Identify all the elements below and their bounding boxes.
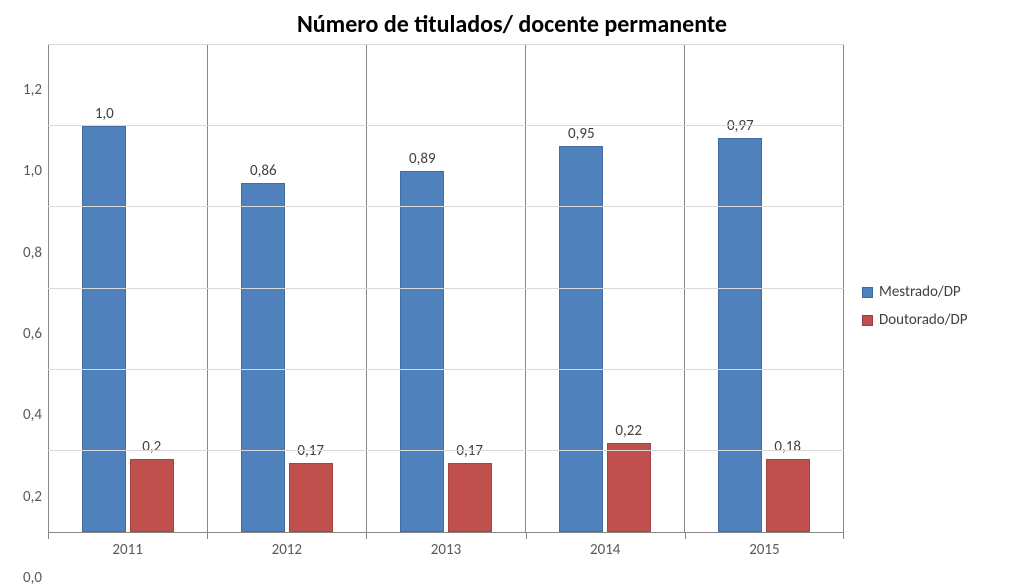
bar-value-label: 0,97: [719, 117, 761, 139]
x-tick-label: 2015: [685, 533, 844, 567]
bar-group: 0,970,18: [684, 45, 844, 532]
bar-groups: 1,00,20,860,170,890,170,950,220,970,18: [48, 45, 844, 532]
bar-value-label: 0,89: [401, 150, 443, 172]
bar-value-label: 0,86: [242, 162, 284, 184]
y-tick-label: 0,0: [23, 569, 42, 587]
bar: 1,0: [82, 126, 126, 532]
bar: 0,95: [559, 146, 603, 532]
grid-line: [48, 288, 844, 289]
bar-value-label: 0,17: [449, 442, 491, 464]
y-tick-label: 1,2: [23, 81, 42, 99]
bar-group: 0,860,17: [207, 45, 366, 532]
grid-line: [48, 125, 844, 126]
grid-line: [48, 450, 844, 451]
x-axis: 20112012201320142015: [48, 533, 844, 567]
x-tick-label: 2014: [526, 533, 685, 567]
plot-area: 1,00,20,860,170,890,170,950,220,970,18: [48, 45, 844, 533]
chart-title: Número de titulados/ docente permanente: [0, 0, 1024, 45]
legend-label: Doutorado/DP: [879, 311, 967, 329]
x-tick-label: 2012: [207, 533, 366, 567]
legend-swatch: [862, 315, 873, 326]
bar: 0,22: [607, 443, 651, 532]
x-tick-label: 2011: [48, 533, 207, 567]
y-axis: 0,00,20,40,60,81,01,2: [4, 45, 48, 567]
y-tick-label: 0,6: [23, 325, 42, 343]
grid-line: [48, 206, 844, 207]
bar-value-label: 1,0: [83, 105, 125, 127]
chart-body: 0,00,20,40,60,81,01,2 1,00,20,860,170,89…: [0, 45, 1024, 575]
y-tick-label: 0,4: [23, 406, 42, 424]
bar: 0,89: [400, 171, 444, 532]
y-tick-label: 0,8: [23, 244, 42, 262]
plot-column: 1,00,20,860,170,890,170,950,220,970,18 2…: [48, 45, 844, 567]
bar: 0,2: [130, 459, 174, 532]
legend: Mestrado/DP Doutorado/DP: [844, 45, 1014, 567]
legend-label: Mestrado/DP: [879, 283, 961, 301]
x-tick-label: 2013: [366, 533, 525, 567]
bar: 0,97: [718, 138, 762, 532]
bar: 0,86: [241, 183, 285, 532]
bar-value-label: 0,17: [290, 442, 332, 464]
bar: 0,17: [289, 463, 333, 532]
bar-value-label: 0,95: [560, 125, 602, 147]
bar: 0,18: [766, 459, 810, 532]
bar-value-label: 0,22: [608, 422, 650, 444]
legend-item: Mestrado/DP: [862, 283, 1014, 301]
bar-group: 0,950,22: [525, 45, 684, 532]
y-tick-label: 0,2: [23, 488, 42, 506]
y-tick-label: 1,0: [23, 162, 42, 180]
bar-group: 1,00,2: [48, 45, 207, 532]
grid-line: [48, 44, 844, 45]
chart-container: Número de titulados/ docente permanente …: [0, 0, 1024, 575]
legend-swatch: [862, 287, 873, 298]
grid-line: [48, 369, 844, 370]
bar-group: 0,890,17: [366, 45, 525, 532]
legend-item: Doutorado/DP: [862, 311, 1014, 329]
bar: 0,17: [448, 463, 492, 532]
